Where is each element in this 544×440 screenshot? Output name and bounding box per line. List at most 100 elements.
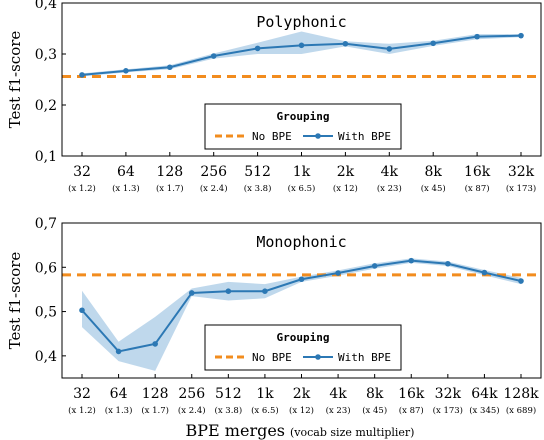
panel-title: Monophonic [256, 233, 346, 251]
data-point [262, 288, 268, 295]
x-multiplier-label: (x 1.2) [68, 183, 96, 194]
x-tick-label: 128 [142, 386, 169, 402]
x-tick-label: 2k [337, 164, 355, 180]
x-tick-label: 32k [508, 164, 535, 180]
x-tick-label: 256 [200, 164, 227, 180]
data-point [210, 53, 217, 59]
y-axis-label: Test f1-score [6, 252, 24, 350]
data-point [518, 32, 524, 39]
x-tick-label: 16k [464, 164, 491, 180]
data-point [298, 42, 305, 49]
legend-series-marker [315, 133, 321, 139]
x-tick-label: 4k [381, 164, 399, 180]
x-multiplier-label: (x 87) [465, 183, 490, 194]
x-multiplier-label: (x 2.4) [178, 405, 206, 416]
y-tick-label: 0,4 [35, 349, 57, 365]
data-point [474, 33, 480, 40]
x-multiplier-label: (x 45) [362, 405, 387, 416]
y-tick-label: 0,1 [35, 149, 57, 165]
data-point [123, 68, 129, 74]
y-axis-label: Test f1-score [6, 31, 24, 129]
legend: Grouping No BPE With BPE [204, 324, 402, 371]
x-multiplier-label: (x 12) [333, 183, 358, 194]
data-point [371, 263, 378, 269]
legend-box [204, 324, 402, 371]
legend-series-label: With BPE [338, 130, 391, 143]
y-tick-label: 0,2 [35, 98, 57, 114]
x-multiplier-label: (x 173) [433, 405, 463, 416]
x-tick-label: 32k [435, 386, 462, 402]
x-multiplier-label: (x 173) [506, 183, 536, 194]
data-point [408, 257, 415, 264]
x-multiplier-label: (x 23) [377, 183, 402, 194]
x-axis-label-note: (vocab size multiplier) [290, 426, 414, 439]
legend-baseline-label: No BPE [252, 351, 292, 364]
x-multiplier-label: (x 6.5) [288, 183, 316, 194]
x-tick-label: 8k [425, 164, 443, 180]
x-multiplier-label: (x 23) [326, 405, 351, 416]
data-point [518, 278, 524, 284]
x-multiplier-label: (x 1.3) [112, 183, 140, 194]
x-tick-label: 128k [503, 386, 539, 402]
data-point [298, 276, 305, 283]
data-point [167, 64, 173, 71]
x-multiplier-label: (x 87) [399, 405, 424, 416]
x-multiplier-label: (x 2.4) [200, 183, 228, 194]
x-tick-label: 32 [73, 386, 91, 402]
x-tick-label: 512 [215, 386, 242, 402]
data-point [445, 260, 451, 267]
chart-panel-monophonic: 0,4 0,5 0,6 0,7 32 (x 1.2) 64 (x 1.3) 128 (x 1.7)… [6, 216, 542, 416]
data-point [342, 41, 349, 47]
x-multiplier-label: (x 689) [506, 405, 536, 416]
panel-title: Polyphonic [256, 13, 346, 31]
data-point [115, 348, 122, 355]
legend: Grouping No BPE With BPE [204, 103, 402, 150]
data-point [386, 46, 393, 52]
legend-series-marker [315, 354, 321, 360]
x-multiplier-label: (x 1.3) [105, 405, 133, 416]
legend-title: Grouping [277, 331, 330, 344]
data-point [430, 40, 437, 47]
data-point [481, 269, 488, 276]
data-point [254, 45, 261, 52]
data-point [335, 270, 341, 276]
x-multiplier-label: (x 3.8) [215, 405, 243, 416]
x-tick-label: 64 [117, 164, 135, 180]
x-tick-label: 4k [329, 386, 347, 402]
x-tick-label: 256 [178, 386, 205, 402]
x-multiplier-label: (x 1.7) [141, 405, 169, 416]
y-tick-label: 0,4 [35, 0, 57, 12]
x-multiplier-label: (x 45) [421, 183, 446, 194]
y-tick-label: 0,3 [35, 47, 57, 63]
legend-series-label: With BPE [338, 351, 391, 364]
y-tick-label: 0,7 [35, 216, 57, 232]
x-multiplier-label: (x 345) [469, 405, 499, 416]
x-tick-label: 16k [398, 386, 425, 402]
x-tick-label: 64k [471, 386, 498, 402]
chart-panel-polyphonic: 0,1 0,2 0,3 0,4 32 (x 1.2) 64 (x 1.3) 128 (x 1.7)… [6, 0, 542, 194]
x-axis-label: BPE merges (vocab size multiplier) [186, 421, 415, 440]
x-tick-label: 128 [156, 164, 183, 180]
confidence-band [82, 31, 521, 77]
x-tick-label: 32 [73, 164, 91, 180]
x-axis-label-main: BPE merges [186, 421, 286, 440]
x-multiplier-label: (x 1.7) [156, 183, 184, 194]
data-point [225, 288, 232, 295]
x-multiplier-label: (x 1.2) [68, 405, 96, 416]
x-tick-label: 2k [293, 386, 311, 402]
x-multiplier-label: (x 6.5) [251, 405, 279, 416]
x-tick-label: 64 [110, 386, 128, 402]
data-point [79, 72, 85, 78]
legend-box [204, 103, 402, 150]
data-point [79, 307, 85, 314]
x-tick-label: 512 [244, 164, 271, 180]
y-tick-label: 0,5 [35, 305, 57, 321]
data-point [152, 341, 158, 347]
legend-baseline-label: No BPE [252, 130, 292, 143]
x-multiplier-label: (x 3.8) [244, 183, 272, 194]
y-tick-label: 0,6 [35, 260, 57, 276]
x-tick-label: 1k [293, 164, 311, 180]
legend-title: Grouping [277, 110, 330, 123]
x-tick-label: 8k [366, 386, 384, 402]
